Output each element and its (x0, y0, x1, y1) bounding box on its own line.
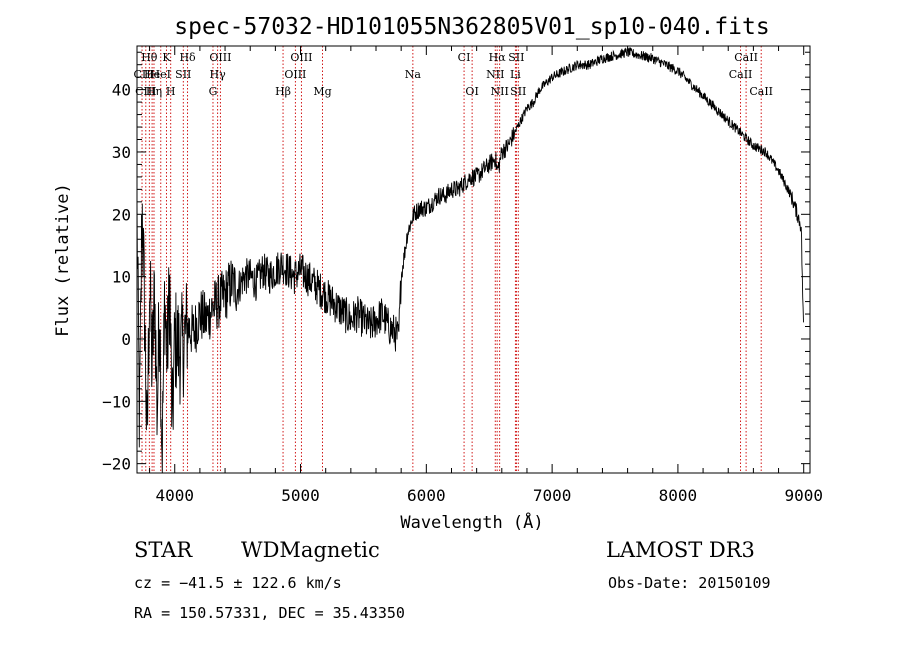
y-tick-label: 40 (112, 81, 131, 100)
spectral-line-label: Mg (313, 85, 331, 98)
y-axis-label: Flux (relative) (53, 183, 73, 337)
coordinates-text: RA = 150.57331, DEC = 35.43350 (134, 604, 405, 622)
spectral-line-markers (141, 46, 762, 473)
x-axis-label: Wavelength (Å) (400, 511, 543, 533)
spectral-line-labels: Hθ CII CIII He Hη K HeI SII H Hδ OIII Hγ G OIII OIII Hβ… (133, 51, 773, 98)
spectral-line-label: H (166, 85, 176, 98)
y-axis: −20 −10 0 10 20 30 40 (102, 51, 810, 474)
y-tick-label: −20 (102, 455, 131, 474)
y-tick-label: 0 (121, 330, 131, 349)
spectral-line-label: SII (175, 68, 191, 81)
redshift-text: cz = −41.5 ± 122.6 km/s (134, 574, 342, 592)
y-tick-label: −10 (102, 392, 131, 411)
spectral-line-label: CI (458, 51, 471, 64)
y-tick-label: 20 (112, 205, 131, 224)
y-tick-label: 30 (112, 143, 131, 162)
y-tick-label: 10 (112, 268, 131, 287)
object-class: STAR (134, 538, 193, 562)
chart-title: spec-57032-HD101055N362805V01_sp10-040.f… (174, 14, 769, 40)
spectral-line-label: Na (405, 68, 422, 81)
spectral-line-label: Hδ (179, 51, 196, 64)
spectral-line-label: SII (508, 51, 524, 64)
spectral-line-label: Li (510, 68, 521, 81)
x-tick-label: 4000 (155, 486, 194, 505)
spectral-line-label: Hη (146, 85, 162, 98)
spectral-line-label: CII (133, 68, 150, 81)
spectral-line-label: NII (491, 85, 509, 98)
spectral-line-label: He (144, 68, 160, 81)
spectral-line-label: NII (486, 68, 504, 81)
spectral-line-label: Hβ (275, 85, 291, 98)
spectral-line-label: OI (465, 85, 478, 98)
x-tick-label: 5000 (281, 486, 320, 505)
spectral-line-label: CaII (734, 51, 758, 64)
plot-frame (136, 45, 811, 474)
spectral-line-label: Hθ (141, 51, 158, 64)
spectral-line-label: SII (510, 85, 526, 98)
x-tick-label: 7000 (533, 486, 572, 505)
x-axis: 4000 5000 6000 7000 8000 9000 (149, 46, 823, 505)
spectrum-line (136, 46, 804, 474)
obs-date: Obs-Date: 20150109 (608, 574, 771, 592)
spectrum-series (136, 46, 804, 474)
spectral-line-label: OIII (290, 51, 312, 64)
x-tick-label: 8000 (659, 486, 698, 505)
spectral-line-label: Hα (489, 51, 507, 64)
spectral-line-label: K (162, 51, 171, 64)
spectral-line-label: CIII (135, 85, 156, 98)
spectral-line-label: OIII (209, 51, 231, 64)
object-subclass: WDMagnetic (241, 538, 380, 562)
x-tick-label: 6000 (407, 486, 446, 505)
spectral-line-label: CaII (729, 68, 753, 81)
survey-name: LAMOST DR3 (606, 538, 755, 562)
spectral-line-label: OIII (284, 68, 306, 81)
spectral-line-label: CaII (749, 85, 773, 98)
spectral-line-label: G (209, 85, 218, 98)
x-tick-label: 9000 (784, 486, 823, 505)
spectral-line-label: Hγ (210, 68, 227, 81)
spectral-line-label: HeI (151, 68, 171, 81)
